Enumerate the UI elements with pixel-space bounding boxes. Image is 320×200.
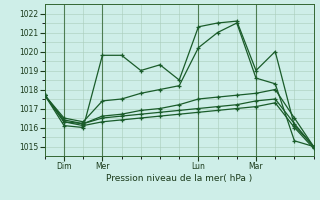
- X-axis label: Pression niveau de la mer( hPa ): Pression niveau de la mer( hPa ): [106, 174, 252, 183]
